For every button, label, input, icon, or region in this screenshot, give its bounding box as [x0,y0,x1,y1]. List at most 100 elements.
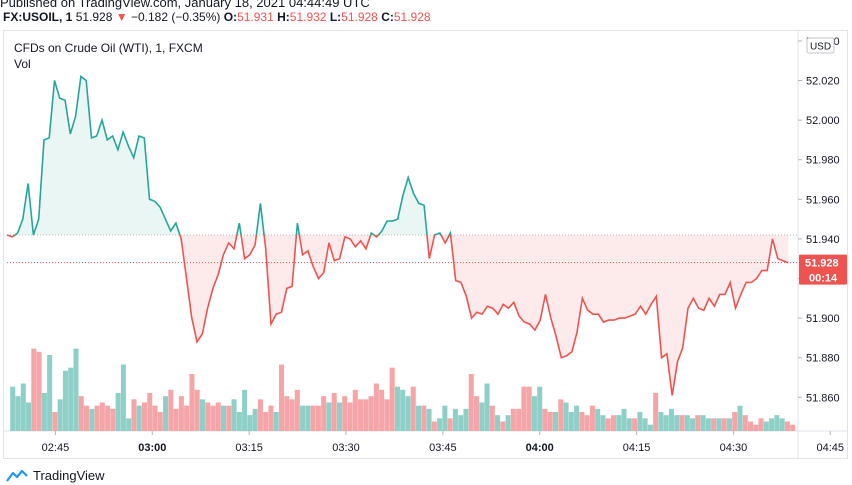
volume-bar [537,386,543,431]
volume-bar [26,402,32,431]
volume-bar [647,424,653,431]
volume-bar [115,393,121,431]
volume-bar [152,405,158,431]
volume-bar [236,412,242,431]
volume-bar [300,405,306,431]
volume-bar [658,412,664,431]
volume-bar [94,405,100,431]
volume-bar [278,364,285,431]
volume-bar [257,399,263,431]
volume-bar [674,415,680,431]
volume-legend: Vol [14,57,31,71]
x-tick-label: 04:15 [623,442,651,454]
volume-bar [463,408,469,431]
volume-bar [310,405,316,431]
volume-bar [410,386,416,431]
low-label: L: [329,10,342,24]
area-above-baseline [14,76,451,235]
volume-bar [57,399,63,431]
volume-bar [363,399,369,431]
volume-bar [505,415,511,431]
volume-bar [379,389,385,431]
volume-bar [199,399,205,431]
y-tick-label: 51.960 [806,194,840,206]
volume-bar [336,402,342,431]
volume-bar [774,415,780,431]
volume-bar [690,418,696,431]
volume-bar [500,421,506,431]
volume-bar [10,386,16,431]
x-tick-label: 03:45 [429,442,457,454]
volume-bar [184,405,190,431]
volume-bar [163,396,169,431]
price-line-down [6,234,789,396]
volume-bar [726,418,732,431]
volume-bar [700,415,706,431]
volume-bar [268,405,274,431]
volume-bar [763,421,769,431]
volume-bar [584,415,590,431]
volume-bar [52,412,58,431]
volume-bar [157,412,163,431]
volume-bar [784,421,790,431]
low-value: 51.928 [341,10,378,24]
volume-bar [421,405,427,431]
volume-bar [284,396,290,431]
chart-frame [3,30,848,459]
volume-bar [742,415,748,431]
volume-bar [769,418,775,431]
volume-bar [542,408,548,431]
volume-bar [684,415,690,431]
tradingview-logo-icon [6,469,28,482]
volume-bar [136,405,142,431]
volume-bar [426,408,432,431]
volume-bar [126,418,132,431]
volume-bar [315,405,321,431]
volume-bar [263,412,269,431]
volume-bar [400,389,406,431]
volume-bar [247,415,253,431]
y-tick-label: 51.900 [806,313,840,325]
high-label: H: [277,10,290,24]
volume-bar [352,389,358,431]
volume-bar [605,418,611,431]
volume-bar [473,396,480,431]
volume-bar [516,408,522,431]
volume-bar [668,408,674,431]
volume-bar [394,386,400,431]
volume-bar [242,389,248,431]
volume-bar [99,402,105,431]
volume-bar [663,415,669,431]
volume-bar [47,355,53,431]
close-label: C: [381,10,394,24]
volume-bar [384,399,390,431]
volume-bar [737,405,743,431]
volume-bar [331,393,337,431]
x-tick-label: 03:00 [138,442,166,454]
brand-name: TradingView [33,468,105,483]
volume-bar [458,415,464,431]
volume-bar [711,418,717,431]
volume-bar [442,405,448,431]
volume-bar [716,418,722,431]
volume-bar [358,399,364,431]
volume-bar [579,412,585,431]
volume-bar [589,405,595,431]
countdown-label: 00:14 [809,273,838,285]
volume-bar [452,408,458,431]
volume-bar [747,421,754,431]
volume-bar [294,389,300,431]
symbol-label: FX:USOIL, 1 [3,10,73,24]
area-below-baseline [7,234,789,396]
volume-bar [510,408,516,431]
volume-bar [15,396,21,431]
down-arrow-icon: ▼ [115,10,128,24]
volume-bar [252,408,258,431]
volume-bar [226,405,232,431]
volume-bar [231,399,237,431]
volume-bar [479,402,485,431]
volume-bar [758,418,764,431]
volume-bar [415,405,422,431]
volume-bar [131,399,137,431]
